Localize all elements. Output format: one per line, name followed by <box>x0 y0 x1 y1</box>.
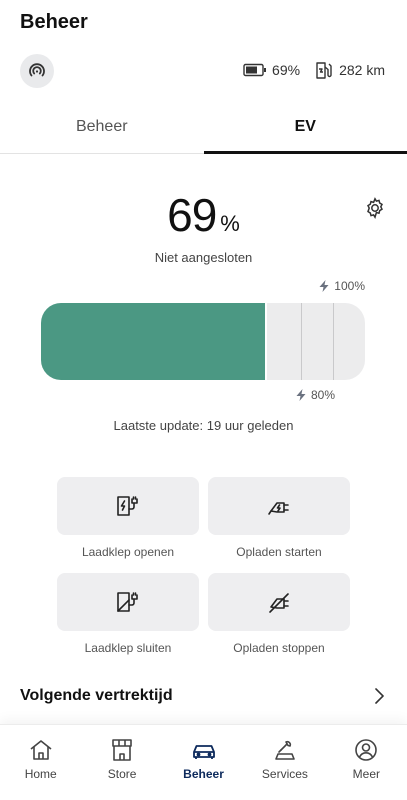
battery-level-bar <box>41 303 365 380</box>
nav-services[interactable]: Services <box>244 725 325 800</box>
home-icon <box>30 740 52 760</box>
close-charge-port-button[interactable] <box>57 573 199 631</box>
start-charging-button[interactable] <box>208 477 350 535</box>
car-icon <box>192 745 215 759</box>
stop-charging-label: Opladen stoppen <box>233 641 325 655</box>
nav-meer-label: Meer <box>352 767 380 781</box>
plug-status: Niet aangesloten <box>154 250 253 265</box>
battery-fill <box>41 303 265 380</box>
last-update-text: Laatste update: 19 uur geleden <box>113 418 294 433</box>
page-title: Beheer <box>20 11 88 33</box>
charge-level: 69 % <box>0 188 407 242</box>
charge-settings-button[interactable] <box>363 196 387 220</box>
target-charge-limit: 80% <box>294 388 335 402</box>
plug-charge-stop-icon <box>269 593 289 613</box>
connectivity-button[interactable] <box>20 54 54 88</box>
open-charge-port-button[interactable] <box>57 477 199 535</box>
nav-store-label: Store <box>107 767 137 781</box>
store-icon <box>112 739 132 761</box>
nav-meer[interactable]: Meer <box>326 725 407 800</box>
nav-store[interactable]: Store <box>81 725 162 800</box>
tab-bar: Beheer EV <box>0 100 407 154</box>
target-limit-value: 80% <box>311 388 336 402</box>
gear-icon <box>367 197 383 220</box>
charge-port-open-icon <box>117 496 138 516</box>
nav-home[interactable]: Home <box>0 725 81 800</box>
battery-segment-line <box>301 303 302 380</box>
services-icon <box>275 740 295 760</box>
battery-percent: 69% <box>272 62 301 78</box>
nav-home-label: Home <box>24 767 57 781</box>
start-charging-label: Opladen starten <box>236 545 322 559</box>
range-status: 282 km <box>314 60 385 80</box>
charge-port-close-icon <box>117 592 138 612</box>
max-charge-limit: 100% <box>317 279 365 293</box>
charge-unit: % <box>220 211 240 236</box>
lightning-icon <box>319 280 329 292</box>
bottom-navigation: Home Store Beheer Services Meer <box>0 724 407 800</box>
profile-icon <box>355 739 378 761</box>
plug-charge-start-icon <box>268 502 289 515</box>
lightning-icon <box>296 389 306 401</box>
max-limit-value: 100% <box>334 279 365 293</box>
close-charge-port-label: Laadklep sluiten <box>84 641 172 655</box>
nav-beheer[interactable]: Beheer <box>163 725 244 800</box>
chevron-right-icon <box>375 688 384 704</box>
nav-beheer-label: Beheer <box>183 767 224 781</box>
battery-icon <box>243 63 267 77</box>
stop-charging-button[interactable] <box>208 573 350 631</box>
fuel-range-icon <box>316 62 332 79</box>
battery-segment-line <box>333 303 334 380</box>
next-departure-row[interactable]: Volgende vertrektijd <box>0 672 407 720</box>
next-departure-label: Volgende vertrektijd <box>20 687 173 704</box>
open-charge-port-label: Laadklep openen <box>81 545 175 559</box>
signal-icon <box>29 63 45 77</box>
tab-ev[interactable]: EV <box>203 100 407 154</box>
vehicle-status: 69% 282 km <box>243 60 385 80</box>
nav-services-label: Services <box>261 767 308 781</box>
tab-beheer[interactable]: Beheer <box>75 117 128 135</box>
charge-number: 69 <box>167 189 217 241</box>
range-value: 282 km <box>339 62 385 78</box>
battery-status: 69% <box>243 62 300 78</box>
charge-target-marker <box>265 303 267 380</box>
